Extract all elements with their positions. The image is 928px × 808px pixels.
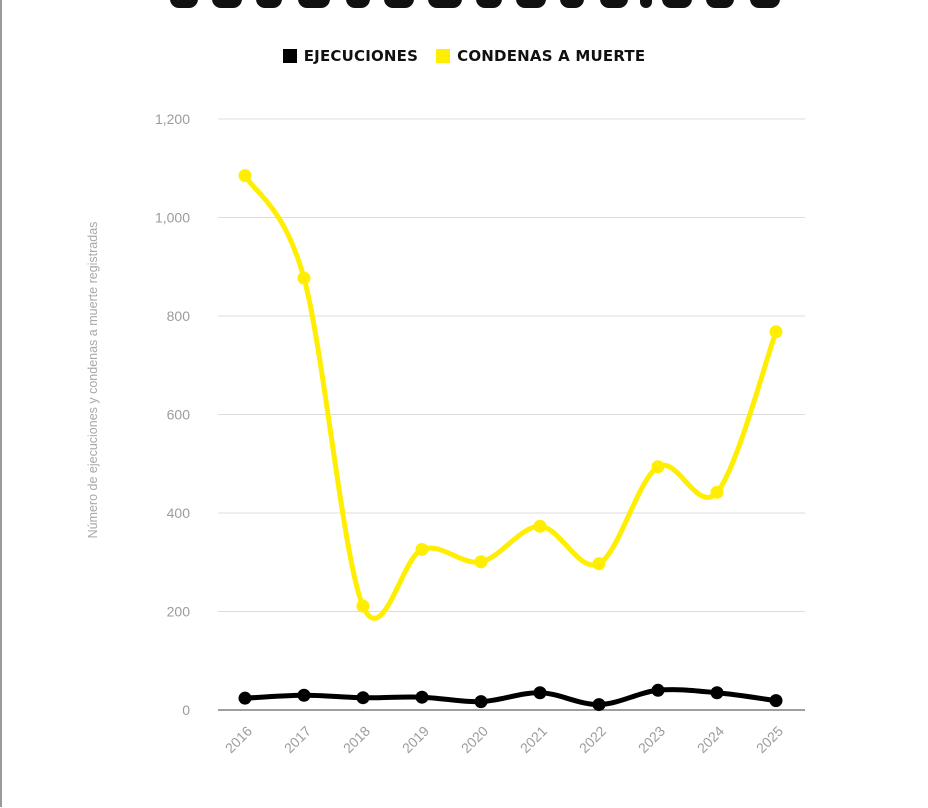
data-point-condenas xyxy=(651,460,665,474)
data-point-condenas xyxy=(297,271,311,285)
cropped-title-fragment xyxy=(384,0,414,8)
legend-label-ejecuciones: EJECUCIONES xyxy=(303,47,419,65)
y-axis-title: Número de ejecuciones y condenas a muert… xyxy=(86,222,100,539)
y-tick-label: 0 xyxy=(182,702,190,718)
series-line-ejecuciones xyxy=(242,687,779,708)
cropped-title-fragment xyxy=(516,0,546,8)
cropped-title-fragment xyxy=(212,0,242,8)
legend-item-ejecuciones: EJECUCIONES xyxy=(282,47,419,65)
cropped-title-fragment xyxy=(298,0,330,8)
data-point-condenas xyxy=(415,542,429,556)
data-point-condenas xyxy=(769,325,783,339)
x-tick-label: 2019 xyxy=(399,723,432,756)
data-point-ejecuciones xyxy=(474,695,488,709)
y-tick-label: 1,200 xyxy=(155,111,190,127)
data-point-ejecuciones xyxy=(533,686,547,700)
data-point-ejecuciones xyxy=(297,688,311,702)
x-tick-label: 2021 xyxy=(517,723,550,756)
cropped-title-fragment xyxy=(750,0,780,8)
data-point-ejecuciones xyxy=(651,683,665,697)
cropped-title xyxy=(170,0,810,12)
cropped-title-fragment xyxy=(476,0,502,8)
cropped-title-fragment xyxy=(640,0,652,8)
cropped-title-fragment xyxy=(346,0,370,8)
x-tick-label: 2017 xyxy=(281,723,314,756)
legend-item-condenas: CONDENAS A MUERTE xyxy=(436,47,645,65)
cropped-title-fragment xyxy=(256,0,282,8)
x-tick-label: 2025 xyxy=(753,723,786,756)
data-point-ejecuciones xyxy=(710,686,724,700)
data-point-condenas xyxy=(710,485,724,499)
y-tick-label: 800 xyxy=(167,308,191,324)
y-tick-label: 1,000 xyxy=(155,210,190,226)
x-tick-label: 2020 xyxy=(458,723,491,756)
data-point-ejecuciones xyxy=(356,691,370,705)
x-tick-label: 2023 xyxy=(635,723,668,756)
legend-swatch-condenas xyxy=(436,49,451,63)
series-line-condenas xyxy=(242,173,779,621)
legend-swatch-ejecuciones xyxy=(282,49,297,63)
data-point-ejecuciones xyxy=(238,691,252,705)
data-point-condenas xyxy=(592,557,606,571)
data-point-ejecuciones xyxy=(592,698,606,712)
cropped-title-fragment xyxy=(706,0,734,8)
legend-label-condenas: CONDENAS A MUERTE xyxy=(457,47,646,65)
data-point-condenas xyxy=(533,519,547,533)
y-tick-label: 600 xyxy=(167,407,191,423)
cropped-title-fragment xyxy=(428,0,462,8)
y-tick-label: 400 xyxy=(167,505,191,521)
data-point-condenas xyxy=(474,555,488,569)
x-tick-label: 2024 xyxy=(694,723,727,756)
x-tick-label: 2018 xyxy=(340,723,373,756)
data-point-condenas xyxy=(238,169,252,183)
x-tick-label: 2016 xyxy=(222,723,255,756)
data-point-ejecuciones xyxy=(769,694,783,708)
cropped-title-fragment xyxy=(560,0,584,8)
cropped-title-fragment xyxy=(662,0,692,8)
cropped-title-fragment xyxy=(600,0,628,8)
x-tick-label: 2022 xyxy=(576,723,609,756)
data-point-condenas xyxy=(356,599,370,613)
legend: EJECUCIONES CONDENAS A MUERTE xyxy=(0,47,928,65)
data-point-ejecuciones xyxy=(415,690,429,704)
y-tick-label: 200 xyxy=(167,604,191,620)
cropped-title-fragment xyxy=(170,0,198,8)
